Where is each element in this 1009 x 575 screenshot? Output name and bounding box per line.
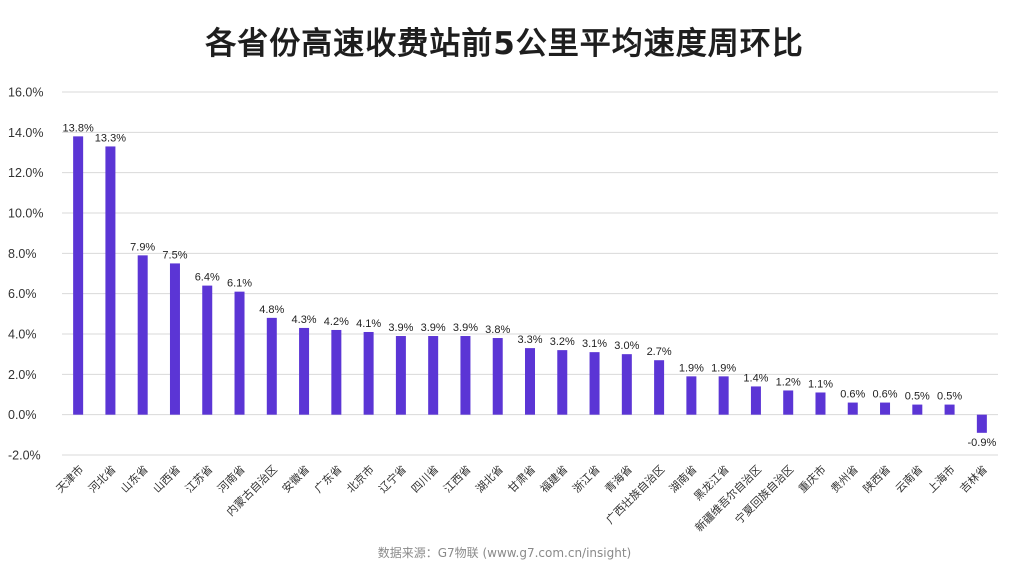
x-tick-label: 江西省 <box>441 463 474 496</box>
data-label: 0.6% <box>872 389 897 401</box>
y-tick-label: 2.0% <box>8 368 37 382</box>
x-tick-label: 辽宁省 <box>376 462 409 495</box>
data-label: 13.3% <box>95 132 126 144</box>
bar <box>169 263 180 415</box>
data-label: 3.1% <box>582 338 607 350</box>
bar <box>847 402 858 415</box>
data-label: 3.9% <box>388 322 413 334</box>
x-tick-label: 吉林省 <box>957 462 990 495</box>
data-label: 3.8% <box>485 324 510 336</box>
data-label: 1.1% <box>808 378 833 390</box>
x-tick-label: 上海市 <box>924 462 957 495</box>
x-tick-label: 云南省 <box>893 463 926 496</box>
bar <box>621 354 632 415</box>
y-tick-label: 0.0% <box>8 408 37 422</box>
bar <box>686 376 697 415</box>
source-note: 数据来源：G7物联 (www.g7.com.cn/insight) <box>377 546 632 560</box>
y-tick-label: -2.0% <box>8 449 41 463</box>
x-tick-label: 四川省 <box>409 463 442 496</box>
y-tick-label: 8.0% <box>8 247 37 261</box>
bar <box>944 404 955 415</box>
x-tick-label: 广东省 <box>312 463 345 496</box>
bar <box>363 331 374 415</box>
x-tick-label: 浙江省 <box>570 463 603 496</box>
x-tick-label: 贵州省 <box>828 463 861 496</box>
bar <box>73 136 84 415</box>
bar <box>331 329 342 415</box>
bar <box>783 390 794 415</box>
data-label: 1.9% <box>679 362 704 374</box>
x-tick-label: 重庆市 <box>795 462 828 495</box>
y-tick-label: 4.0% <box>8 328 37 342</box>
y-tick-label: 16.0% <box>8 86 43 100</box>
data-label: 0.6% <box>840 389 865 401</box>
bar <box>557 350 568 415</box>
bar <box>880 402 891 415</box>
bar <box>266 317 277 415</box>
y-tick-label: 6.0% <box>8 287 37 301</box>
bar <box>976 414 987 433</box>
data-label: 3.3% <box>517 334 542 346</box>
chart-title: 各省份高速收费站前5公里平均速度周环比 <box>205 26 804 62</box>
data-label: 3.2% <box>550 336 575 348</box>
data-label: 7.5% <box>162 249 187 261</box>
data-label: 2.7% <box>647 346 672 358</box>
bar <box>912 404 923 415</box>
data-label: 7.9% <box>130 241 155 253</box>
x-axis-labels: 天津市 河北省 山东省 山西省 江苏省 河南省内蒙古自治区 安徽省 广东省 北京市 辽宁省 四川省江… <box>53 462 990 534</box>
bar <box>589 352 600 415</box>
x-tick-label: 湖北省 <box>473 463 506 496</box>
bar <box>750 386 761 415</box>
data-label: 4.3% <box>292 314 317 326</box>
x-tick-label: 北京市 <box>344 462 377 495</box>
x-tick-label: 甘肃省 <box>506 463 539 496</box>
y-tick-label: 10.0% <box>8 207 43 221</box>
y-tick-label: 12.0% <box>8 166 43 180</box>
data-label: 6.4% <box>195 272 220 284</box>
data-label: 3.0% <box>614 340 639 352</box>
x-tick-label: 陕西省 <box>860 462 893 495</box>
data-label: 3.9% <box>453 322 478 334</box>
y-tick-label: 14.0% <box>8 126 43 140</box>
data-label: 6.1% <box>227 278 252 290</box>
data-label: 0.5% <box>905 391 930 403</box>
x-tick-label: 江苏省 <box>183 463 216 496</box>
bar <box>105 146 116 415</box>
bar <box>137 255 148 415</box>
bar <box>654 360 665 415</box>
data-labels: 13.8%13.3% 7.9% 7.5% 6.4% 6.1% 4.8% 4.3% 4.2% 4.… <box>63 122 997 448</box>
y-axis-ticks: -2.0% 0.0% 2.0% 4.0% 6.0% 8.0% 10.0% 12.0% 14.0%… <box>8 86 43 463</box>
bar <box>718 376 729 415</box>
data-label: 1.4% <box>743 372 768 384</box>
bar <box>815 392 826 415</box>
bar <box>202 285 213 415</box>
x-tick-label: 山西省 <box>151 463 184 496</box>
bar <box>299 327 310 415</box>
x-tick-label: 安徽省 <box>279 462 312 495</box>
x-tick-label: 河北省 <box>86 463 119 496</box>
data-label: 1.9% <box>711 362 736 374</box>
data-label: 3.9% <box>421 322 446 334</box>
data-label: -0.9% <box>967 437 996 449</box>
bar <box>460 336 471 415</box>
data-label: 4.1% <box>356 318 381 330</box>
bar <box>492 338 503 415</box>
bar <box>428 336 439 415</box>
data-label: 4.8% <box>259 304 284 316</box>
x-tick-label: 山东省 <box>118 463 151 496</box>
x-tick-label: 福建省 <box>537 462 570 495</box>
x-tick-label: 天津市 <box>53 462 86 495</box>
data-label: 4.2% <box>324 316 349 328</box>
bar <box>395 336 406 415</box>
data-label: 13.8% <box>63 122 94 134</box>
bar <box>234 291 245 415</box>
bars <box>73 136 987 433</box>
bar <box>525 348 535 415</box>
data-label: 1.2% <box>776 376 801 388</box>
data-label: 0.5% <box>937 391 962 403</box>
